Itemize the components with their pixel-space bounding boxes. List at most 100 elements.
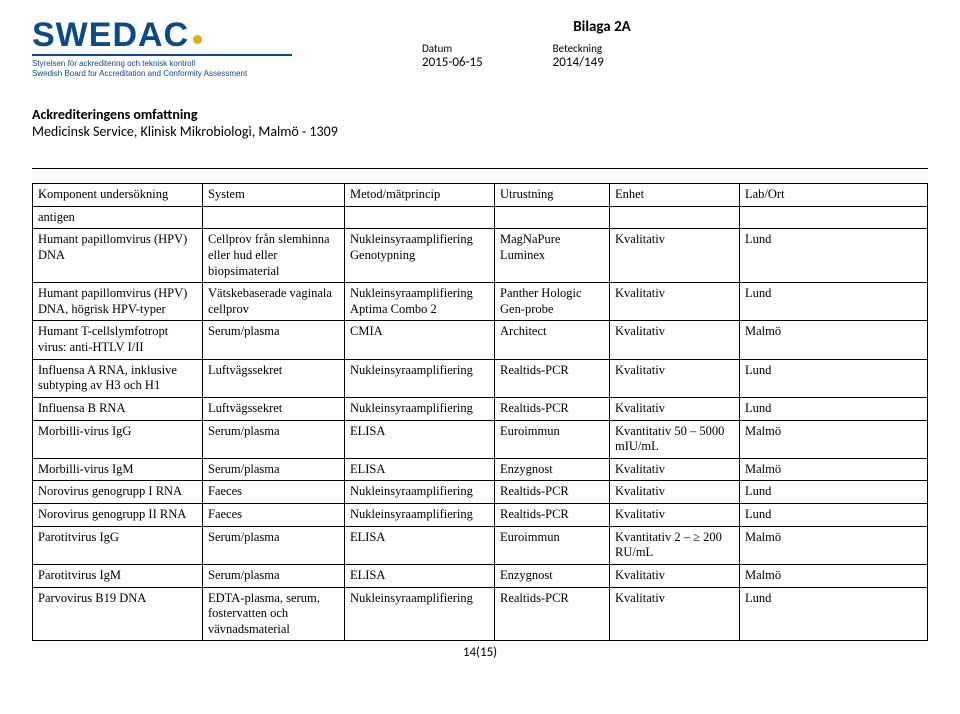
page-number: 14(15) [32,645,928,660]
table-cell: Euroimmun [495,420,610,458]
table-cell: ELISA [345,526,495,564]
table-cell: Lund [740,283,928,321]
table-cell: Panther Hologic Gen-probe [495,283,610,321]
table-cell: Realtids-PCR [495,397,610,420]
table-cell: Nukleinsyraamplifiering [345,481,495,504]
table-row: Influensa A RNA, inklusive subtyping av … [33,359,928,397]
table-cell: Humant T-cellslymfotropt virus: anti-HTL… [33,321,203,359]
accreditation-block: Ackrediteringens omfattning Medicinsk Se… [32,106,338,140]
bilaga-title: Bilaga 2A [422,18,782,36]
table-cell: Kvalitativ [610,283,740,321]
col-header: Lab/Ort [740,184,928,207]
table-cell: Kvalitativ [610,229,740,283]
table-cell: Enzygnost [495,458,610,481]
table-row: Morbilli-virus IgGSerum/plasmaELISAEuroi… [33,420,928,458]
table-cell: Serum/plasma [203,321,345,359]
table-cell: Kvalitativ [610,564,740,587]
table-cell: Luftvägssekret [203,397,345,420]
table-cell [495,206,610,229]
table-cell: Norovirus genogrupp I RNA [33,481,203,504]
table-cell: Kvalitativ [610,397,740,420]
beteckning-label: Beteckning [553,42,604,55]
table-cell [740,206,928,229]
accred-title: Ackrediteringens omfattning [32,106,338,123]
col-header: Metod/mätprincip [345,184,495,207]
table-cell: ELISA [345,564,495,587]
table-row: antigen [33,206,928,229]
table-cell: Malmö [740,321,928,359]
table-cell: Parotitvirus IgG [33,526,203,564]
doc-meta: Bilaga 2A Datum 2015-06-15 Beteckning 20… [422,18,782,70]
table-cell: Lund [740,229,928,283]
table-row: Influensa B RNALuftvägssekretNukleinsyra… [33,397,928,420]
table-cell: EDTA-plasma, serum, fostervatten och väv… [203,587,345,641]
table-cell: Kvantitativ 2 – ≥ 200 RU/mL [610,526,740,564]
table-cell [203,206,345,229]
table-cell: Malmö [740,564,928,587]
table-cell: Realtids-PCR [495,481,610,504]
logo-dot-icon [193,35,202,44]
datum-block: Datum 2015-06-15 [422,42,483,70]
table-cell: Morbilli-virus IgM [33,458,203,481]
table-cell [345,206,495,229]
table-cell: Parvovirus B19 DNA [33,587,203,641]
table-cell: Faeces [203,481,345,504]
logo-subtitle: Styrelsen för ackreditering och teknisk … [32,59,292,78]
table-cell: Cellprov från slemhinna eller hud eller … [203,229,345,283]
table-cell: Influensa A RNA, inklusive subtyping av … [33,359,203,397]
table-cell: Serum/plasma [203,420,345,458]
table-cell: Nukleinsyraamplifiering [345,359,495,397]
table-cell: Lund [740,504,928,527]
table-cell: Nukleinsyraamplifiering Genotypning [345,229,495,283]
table-cell: Realtids-PCR [495,359,610,397]
table-cell: Kvalitativ [610,587,740,641]
table-row: Norovirus genogrupp II RNAFaecesNukleins… [33,504,928,527]
table-cell: Serum/plasma [203,526,345,564]
table-cell: Malmö [740,458,928,481]
table-row: Humant T-cellslymfotropt virus: anti-HTL… [33,321,928,359]
table-cell: Lund [740,359,928,397]
table-row: Parvovirus B19 DNAEDTA-plasma, serum, fo… [33,587,928,641]
table-row: Morbilli-virus IgMSerum/plasmaELISAEnzyg… [33,458,928,481]
table-row: Norovirus genogrupp I RNAFaecesNukleinsy… [33,481,928,504]
table-cell: antigen [33,206,203,229]
table-cell: Kvalitativ [610,504,740,527]
table-cell: Nukleinsyraamplifiering [345,587,495,641]
page: SWEDAC Styrelsen för ackreditering och t… [0,0,960,714]
table-cell: Humant papillomvirus (HPV) DNA, högrisk … [33,283,203,321]
logo-word-text: SWEDAC [32,16,189,54]
table-cell: Nukleinsyraamplifiering Aptima Combo 2 [345,283,495,321]
table-cell: Norovirus genogrupp II RNA [33,504,203,527]
table-cell: ELISA [345,458,495,481]
table-cell: Humant papillomvirus (HPV) DNA [33,229,203,283]
table-cell: Lund [740,481,928,504]
table-cell: Lund [740,397,928,420]
col-header: System [203,184,345,207]
logo-text: SWEDAC [32,18,292,52]
table-cell: Enzygnost [495,564,610,587]
logo-sub-line2: Swedish Board for Accreditation and Conf… [32,69,292,79]
table-cell: Kvalitativ [610,359,740,397]
table-row: Parotitvirus IgMSerum/plasmaELISAEnzygno… [33,564,928,587]
table-cell: Kvalitativ [610,481,740,504]
beteckning-block: Beteckning 2014/149 [553,42,604,70]
meta-row: Datum 2015-06-15 Beteckning 2014/149 [422,42,782,70]
table-cell: Malmö [740,420,928,458]
beteckning-value: 2014/149 [553,55,604,70]
table-cell: Kvantitativ 50 – 5000 mIU/mL [610,420,740,458]
col-header: Enhet [610,184,740,207]
table-cell: Realtids-PCR [495,504,610,527]
logo-sub-line1: Styrelsen för ackreditering och teknisk … [32,59,292,69]
col-header: Komponent undersökning [33,184,203,207]
table-cell: Kvalitativ [610,321,740,359]
accred-sub: Medicinsk Service, Klinisk Mikrobiologi,… [32,123,338,140]
table-row: Humant papillomvirus (HPV) DNA, högrisk … [33,283,928,321]
data-table: Komponent undersökning System Metod/mätp… [32,183,928,641]
table-header-row: Komponent undersökning System Metod/mätp… [33,184,928,207]
table-cell: Lund [740,587,928,641]
table-cell: Euroimmun [495,526,610,564]
table-cell: Influensa B RNA [33,397,203,420]
logo: SWEDAC Styrelsen för ackreditering och t… [32,18,292,78]
header: SWEDAC Styrelsen för ackreditering och t… [32,18,928,138]
table-cell: Faeces [203,504,345,527]
